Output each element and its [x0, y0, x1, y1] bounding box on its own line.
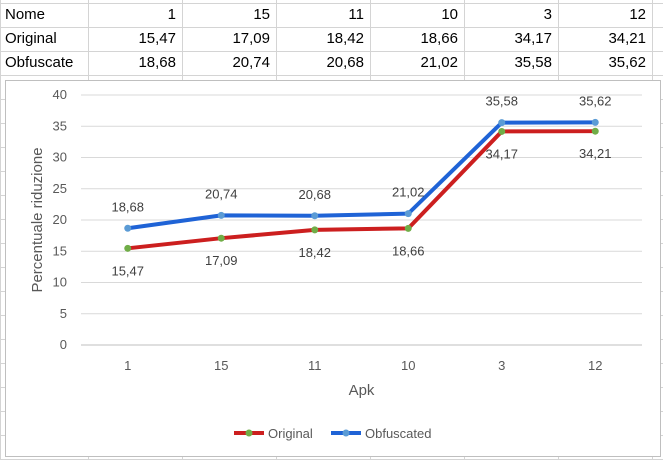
data-point-marker[interactable] — [124, 244, 132, 252]
table-cell[interactable]: 18,68 — [138, 54, 176, 71]
data-label: 18,68 — [111, 199, 144, 214]
table-cell[interactable]: 3 — [543, 6, 552, 23]
data-point-marker[interactable] — [498, 127, 506, 135]
data-point-marker[interactable] — [311, 212, 319, 220]
table-cell[interactable]: 18,42 — [326, 30, 364, 47]
table-cell[interactable]: 35,62 — [608, 54, 646, 71]
line-chart: 0 5 10 15 20 25 30 35 40 1 15 11 10 3 12 Apk Percentuale… — [29, 87, 642, 441]
row-header-cell[interactable]: Nome — [5, 6, 46, 23]
legend-marker — [342, 429, 350, 437]
data-point-marker[interactable] — [591, 127, 599, 135]
legend-marker — [245, 429, 253, 437]
y-tick-label: 5 — [60, 306, 67, 321]
y-tick-label: 25 — [53, 181, 67, 196]
data-label: 34,17 — [485, 146, 518, 161]
x-axis-title: Apk — [349, 382, 375, 399]
legend-item-original[interactable]: Original — [234, 426, 313, 441]
x-tick-label: 12 — [588, 358, 602, 373]
table-cell[interactable]: 12 — [629, 6, 646, 23]
data-point-marker[interactable] — [311, 226, 319, 234]
chart-area[interactable]: 0 5 10 15 20 25 30 35 40 1 15 11 10 3 12 Apk Percentuale… — [5, 80, 661, 457]
table-cell[interactable]: 34,21 — [608, 30, 646, 47]
y-axis-title: Percentuale riduzione — [29, 147, 46, 292]
legend-label: Original — [268, 426, 313, 441]
x-tick-label: 15 — [214, 358, 228, 373]
table-cell[interactable]: 15 — [253, 6, 270, 23]
table-cell[interactable]: 20,68 — [326, 54, 364, 71]
row-header-cell[interactable]: Original — [5, 30, 57, 47]
table-cell[interactable]: 11 — [348, 6, 364, 23]
table-cell[interactable]: 10 — [441, 6, 458, 23]
data-label: 17,09 — [205, 253, 238, 268]
data-label: 20,74 — [205, 186, 238, 201]
data-label: 18,66 — [392, 243, 425, 258]
data-label: 18,42 — [298, 245, 331, 260]
data-point-marker[interactable] — [217, 234, 225, 242]
legend-label: Obfuscated — [365, 426, 432, 441]
data-label: 15,47 — [111, 263, 144, 278]
series-line-original[interactable] — [125, 129, 598, 251]
data-point-marker[interactable] — [591, 118, 599, 126]
table-cell[interactable]: 17,09 — [232, 30, 270, 47]
y-tick-label: 20 — [53, 212, 67, 227]
data-point-marker[interactable] — [217, 211, 225, 219]
y-tick-label: 30 — [53, 150, 67, 165]
table-cell[interactable]: 18,66 — [420, 30, 458, 47]
data-label: 35,58 — [485, 94, 518, 109]
data-label: 35,62 — [579, 93, 612, 108]
y-tick-label: 10 — [53, 275, 67, 290]
table-cell[interactable]: 21,02 — [420, 54, 458, 71]
data-point-marker[interactable] — [404, 224, 412, 232]
y-tick-label: 15 — [53, 243, 67, 258]
table-cell[interactable]: 1 — [167, 6, 176, 23]
table-cell[interactable]: 35,58 — [514, 54, 552, 71]
y-tick-label: 35 — [53, 118, 67, 133]
data-point-marker[interactable] — [498, 119, 506, 127]
table-cell[interactable]: 34,17 — [514, 30, 552, 47]
x-tick-label: 1 — [124, 358, 131, 373]
series-line-obfuscated[interactable] — [125, 120, 598, 231]
legend-item-obfuscated[interactable]: Obfuscated — [331, 426, 432, 441]
x-tick-label: 11 — [308, 358, 322, 373]
data-point-marker[interactable] — [404, 210, 412, 218]
data-label: 21,02 — [392, 185, 425, 200]
y-tick-label: 40 — [53, 87, 67, 102]
table-cell[interactable]: 15,47 — [138, 30, 176, 47]
table-cell[interactable]: 20,74 — [232, 54, 270, 71]
x-tick-label: 3 — [498, 358, 505, 373]
data-point-marker[interactable] — [124, 224, 132, 232]
data-label: 20,68 — [298, 187, 331, 202]
row-header-cell[interactable]: Obfuscate — [5, 54, 74, 71]
y-tick-label: 0 — [60, 337, 67, 352]
x-tick-label: 10 — [401, 358, 415, 373]
data-label: 34,21 — [579, 146, 612, 161]
